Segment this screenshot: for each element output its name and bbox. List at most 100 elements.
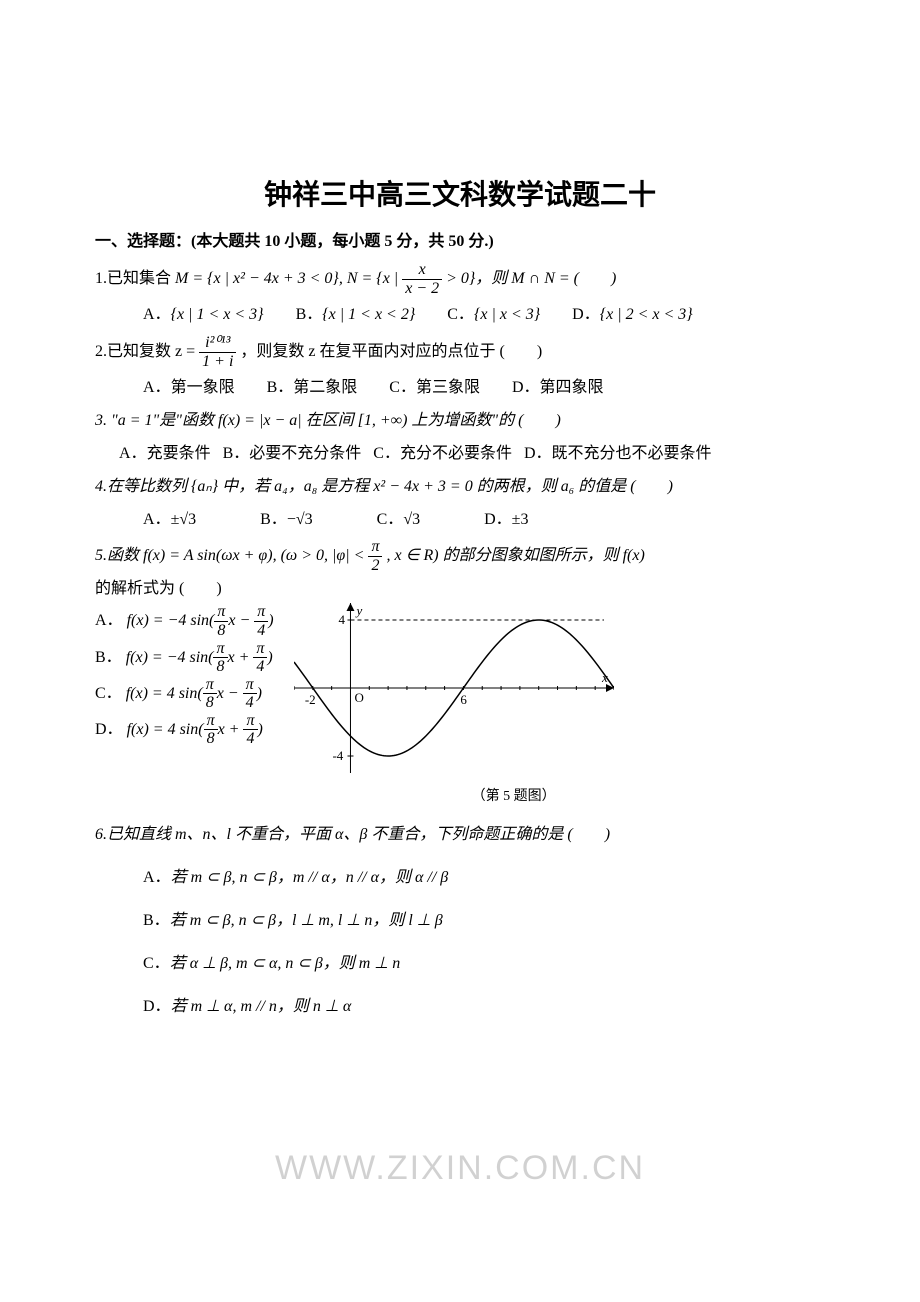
q5-b-pre: f(x) = −4 sin( — [126, 648, 214, 665]
q5-d-f2n: π — [243, 712, 257, 731]
q5-c-f2d: 4 — [243, 694, 257, 712]
q4-opt-c-val: √3 — [403, 511, 420, 528]
q5-d-mid: x + — [218, 721, 244, 738]
watermark: WWW.ZIXIN.COM.CN — [275, 1138, 645, 1199]
q6-opt-b: B．若 m ⊂ β, n ⊂ β，l ⊥ m, l ⊥ n，则 l ⊥ β — [95, 907, 825, 936]
q2-opt-a-val: 第一象限 — [171, 379, 235, 396]
q5-b-f2d: 4 — [253, 658, 267, 676]
q4-stem: 4.在等比数列 {aₙ} 中，若 a₄，a₈ 是方程 x² − 4x + 3 =… — [95, 478, 673, 495]
q5-stem-post: , x ∈ R) 的部分图象如图所示，则 f(x) — [386, 547, 644, 564]
q2-opt-c-val: 第三象限 — [416, 379, 480, 396]
q1-options: A．{x | 1 < x < 3} B．{x | 1 < x < 2} C．{x… — [95, 301, 825, 330]
q5-frac-n: π — [368, 538, 382, 557]
q5-opt-d: D． f(x) = 4 sin(π8x + π4) — [95, 712, 274, 748]
q5-opt-b: B． f(x) = −4 sin(π8x + π4) — [95, 640, 274, 676]
q2-opt-d-val: 第四象限 — [540, 379, 604, 396]
q3-stem: 3. "a = 1"是"函数 f(x) = |x − a| 在区间 [1, +∞… — [95, 412, 561, 429]
q6-stem: 6.已知直线 m、n、l 不重合，平面 α、β 不重合，下列命题正确的是 ( ) — [95, 826, 610, 843]
q5-opt-c: C． f(x) = 4 sin(π8x − π4) — [95, 676, 274, 712]
q4-options: A．±√3 B．−√3 C．√3 D．±3 — [95, 506, 825, 535]
q6-opt-d-val: 若 m ⊥ α, m // n，则 n ⊥ α — [171, 998, 352, 1015]
q5-frac: π 2 — [368, 538, 382, 574]
q3-opt-b-val: 必要不充分条件 — [249, 445, 361, 462]
question-2: 2.已知复数 z = i²⁰¹³ 1 + i ，则复数 z 在复平面内对应的点位… — [95, 334, 825, 370]
q4-opt-b-val: −√3 — [287, 511, 313, 528]
q5-a-f1d: 8 — [214, 622, 228, 640]
q1-frac-d: x − 2 — [402, 280, 442, 298]
q3-opt-c: C．充分不必要条件 — [373, 440, 512, 469]
svg-text:y: y — [354, 603, 362, 618]
q3-opt-a: A．充要条件 — [119, 440, 211, 469]
q5-a-f1n: π — [214, 603, 228, 622]
q5-stem-pre: 5.函数 f(x) = A sin(ωx + φ), (ω > 0, |φ| < — [95, 547, 368, 564]
q5-a-mid: x − — [228, 612, 254, 629]
q6-opt-a: A．若 m ⊂ β, n ⊂ β，m // α，n // α，则 α // β — [95, 864, 825, 893]
q1-set-post: > 0}，则 M ∩ N = ( ) — [446, 270, 616, 287]
svg-text:-2: -2 — [304, 692, 315, 707]
svg-text:-4: -4 — [332, 748, 343, 763]
svg-text:4: 4 — [338, 612, 345, 627]
svg-text:6: 6 — [460, 692, 467, 707]
q5-d-f2d: 4 — [243, 730, 257, 748]
q5-b-mid: x + — [228, 648, 254, 665]
q1-opt-a: A．{x | 1 < x < 3} — [143, 301, 264, 330]
q3-opt-d-val: 既不充分也不必要条件 — [552, 445, 712, 462]
question-6: 6.已知直线 m、n、l 不重合，平面 α、β 不重合，下列命题正确的是 ( ) — [95, 821, 825, 850]
q5-stem-line2: 的解析式为 ( ) — [95, 575, 825, 604]
q5-caption: （第 5 题图） — [294, 784, 614, 809]
q2-frac: i²⁰¹³ 1 + i — [199, 334, 236, 370]
question-5: WWW.ZIXIN.COM.CN 5.函数 f(x) = A sin(ωx + … — [95, 538, 825, 809]
q5-b-post: ) — [267, 648, 272, 665]
q5-c-f1n: π — [203, 676, 217, 695]
q5-figure: 4 -4 -2 6 Oy x （第 5 题图） — [294, 603, 614, 809]
q1-opt-b-val: {x | 1 < x < 2} — [322, 306, 415, 323]
svg-text:x: x — [601, 670, 608, 685]
q1-frac: x x − 2 — [402, 261, 442, 297]
q2-opt-c: C．第三象限 — [389, 374, 480, 403]
q5-b-f1n: π — [213, 640, 227, 659]
q6-opt-d: D．若 m ⊥ α, m // n，则 n ⊥ α — [95, 993, 825, 1022]
q1-opt-c: C．{x | x < 3} — [447, 301, 540, 330]
q2-opt-d: D．第四象限 — [512, 374, 604, 403]
q4-opt-a: A．±√3 — [143, 506, 196, 535]
section-heading: 一、选择题：(本大题共 10 小题，每小题 5 分，共 50 分.) — [95, 228, 825, 257]
q2-opt-a: A．第一象限 — [143, 374, 235, 403]
q4-opt-a-val: ±√3 — [171, 511, 197, 528]
q4-opt-d: D．±3 — [484, 506, 528, 535]
q1-opt-b: B．{x | 1 < x < 2} — [296, 301, 416, 330]
q2-opt-b-val: 第二象限 — [293, 379, 357, 396]
q6-opt-c-val: 若 α ⊥ β, m ⊂ α, n ⊂ β，则 m ⊥ n — [170, 955, 401, 972]
q6-opt-b-val: 若 m ⊂ β, n ⊂ β，l ⊥ m, l ⊥ n，则 l ⊥ β — [170, 912, 443, 929]
q1-opt-a-val: {x | 1 < x < 3} — [171, 306, 264, 323]
question-3: 3. "a = 1"是"函数 f(x) = |x − a| 在区间 [1, +∞… — [95, 407, 825, 436]
q2-options: A．第一象限 B．第二象限 C．第三象限 D．第四象限 — [95, 374, 825, 403]
q1-stem-pre: 1.已知集合 — [95, 270, 175, 287]
q5-b-f2n: π — [253, 640, 267, 659]
page-title: 钟祥三中高三文科数学试题二十 — [95, 170, 825, 220]
q5-d-pre: f(x) = 4 sin( — [127, 721, 204, 738]
q6-opt-a-val: 若 m ⊂ β, n ⊂ β，m // α，n // α，则 α // β — [171, 869, 449, 886]
q4-opt-b: B．−√3 — [260, 506, 313, 535]
q5-d-post: ) — [258, 721, 263, 738]
question-1: 1.已知集合 M = {x | x² − 4x + 3 < 0}, N = {x… — [95, 261, 825, 297]
q5-options: A． f(x) = −4 sin(π8x − π4) B． f(x) = −4 … — [95, 603, 274, 748]
q2-frac-d: 1 + i — [199, 353, 236, 371]
q3-opt-a-val: 充要条件 — [147, 445, 211, 462]
q6-opt-c: C．若 α ⊥ β, m ⊂ α, n ⊂ β，则 m ⊥ n — [95, 950, 825, 979]
q5-a-pre: f(x) = −4 sin( — [127, 612, 215, 629]
svg-text:O: O — [354, 690, 363, 705]
q5-a-f2n: π — [254, 603, 268, 622]
q2-stem-post: ，则复数 z 在复平面内对应的点位于 ( ) — [240, 343, 542, 360]
q5-opt-a: A． f(x) = −4 sin(π8x − π4) — [95, 603, 274, 639]
q5-frac-d: 2 — [368, 557, 382, 575]
q5-c-pre: f(x) = 4 sin( — [126, 684, 203, 701]
question-4: 4.在等比数列 {aₙ} 中，若 a₄，a₈ 是方程 x² − 4x + 3 =… — [95, 473, 825, 502]
q1-frac-n: x — [402, 261, 442, 280]
q2-stem-pre: 2.已知复数 z = — [95, 343, 199, 360]
q5-a-f2d: 4 — [254, 622, 268, 640]
q3-options: A．充要条件 B．必要不充分条件 C．充分不必要条件 D．既不充分也不必要条件 — [95, 440, 825, 469]
q1-opt-d-val: {x | 2 < x < 3} — [600, 306, 693, 323]
q5-a-post: ) — [268, 612, 273, 629]
q5-c-mid: x − — [217, 684, 243, 701]
q3-opt-b: B．必要不充分条件 — [223, 440, 362, 469]
